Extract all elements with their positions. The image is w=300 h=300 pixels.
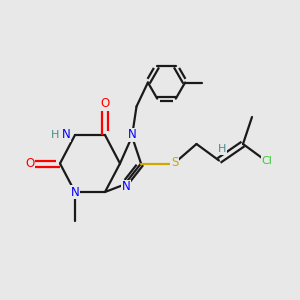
Text: S: S <box>171 155 178 169</box>
Text: N: N <box>128 128 136 142</box>
Text: N: N <box>70 185 80 199</box>
Text: H: H <box>51 130 60 140</box>
Text: Cl: Cl <box>262 155 272 166</box>
Text: O: O <box>100 97 109 110</box>
Text: H: H <box>218 144 226 154</box>
Text: N: N <box>122 180 130 194</box>
Text: O: O <box>26 157 34 170</box>
Text: N: N <box>61 128 70 142</box>
